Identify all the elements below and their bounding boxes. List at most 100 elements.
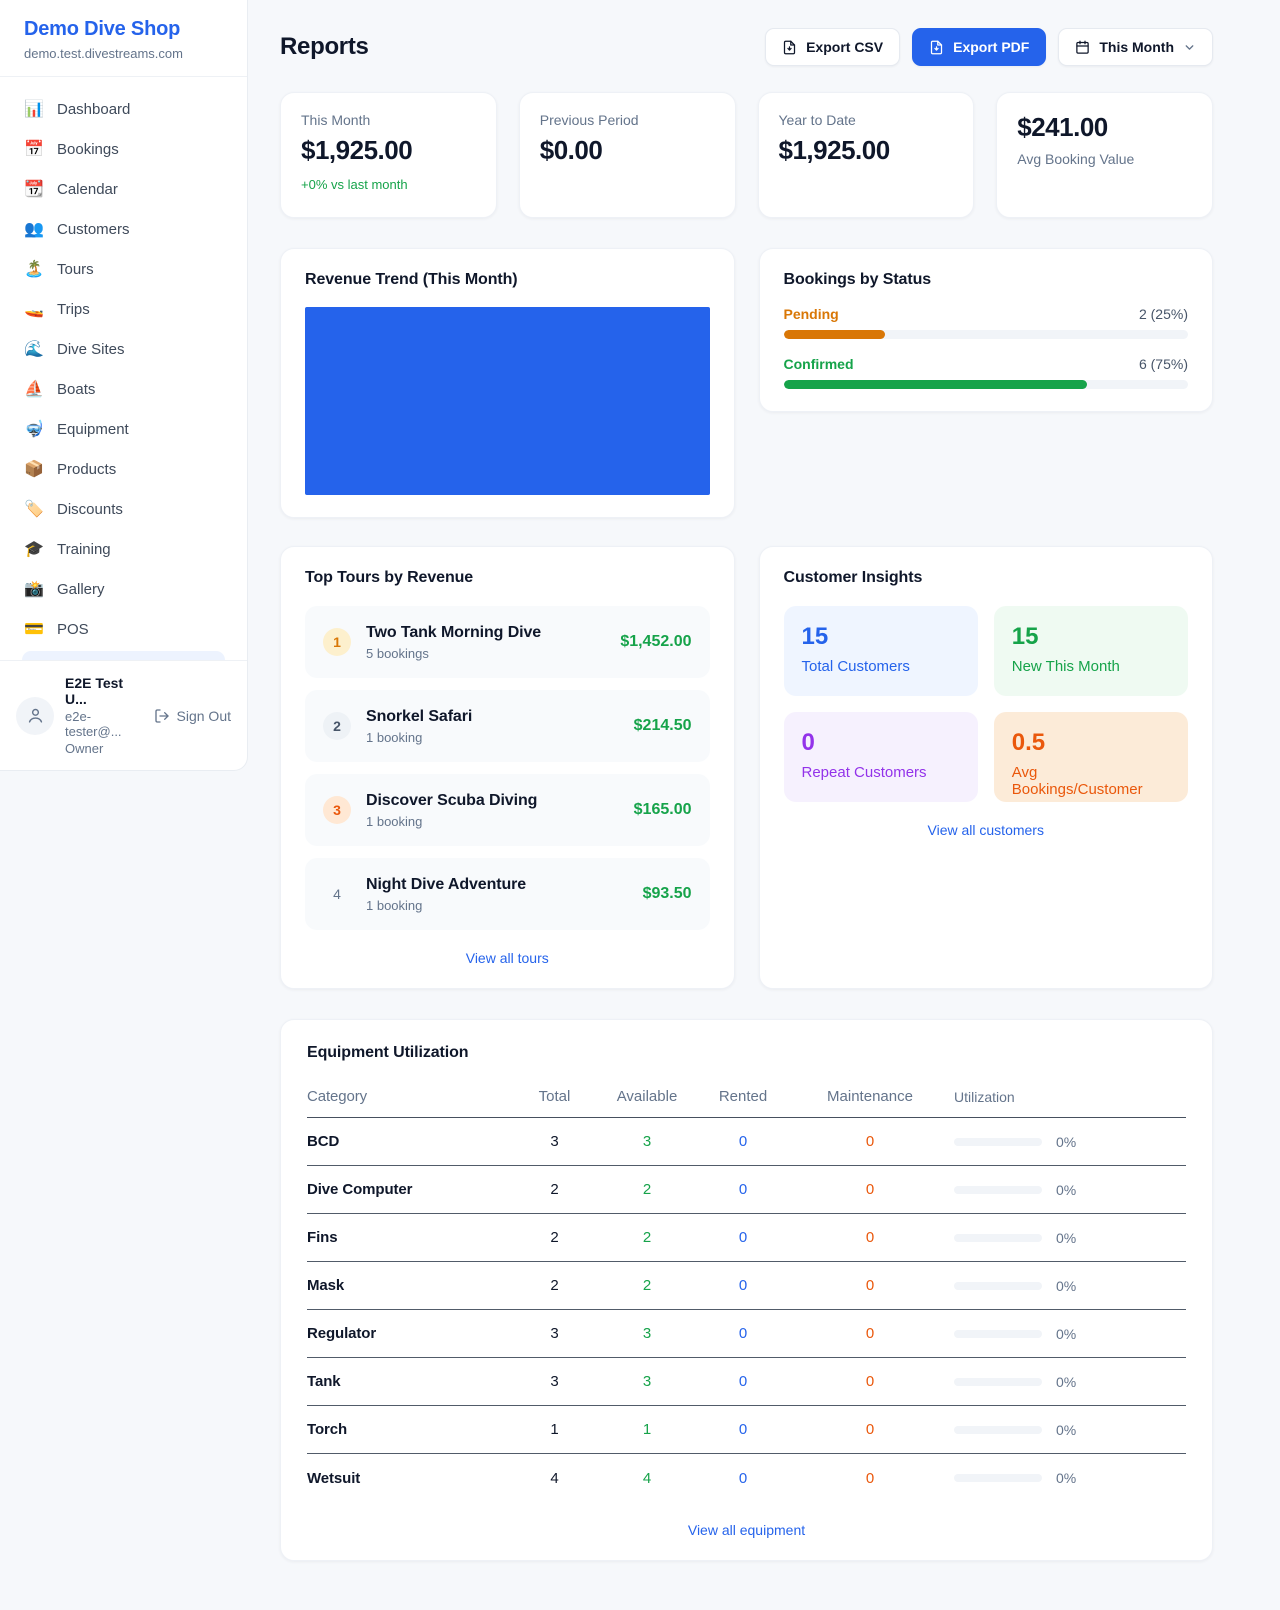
dive-sites-icon: 🌊 xyxy=(24,341,44,358)
sidebar-item-trips[interactable]: 🚤 Trips xyxy=(12,289,235,329)
equipment-utilization-title: Equipment Utilization xyxy=(307,1044,469,1061)
cell-maintenance: 0 xyxy=(865,1373,875,1390)
sidebar-item-label: Trips xyxy=(57,300,90,318)
export-pdf-button[interactable]: Export PDF xyxy=(912,28,1047,66)
pos-icon: 💳 xyxy=(24,621,44,638)
sidebar-user-section: E2E Test U... e2e-tester@... Owner Sign … xyxy=(0,660,247,770)
charts-row: Revenue Trend (This Month) Bookings by S… xyxy=(280,248,1213,518)
progress-fill xyxy=(783,330,885,339)
view-all-equipment-link[interactable]: View all equipment xyxy=(687,1522,806,1538)
view-all-tours-link[interactable]: View all tours xyxy=(465,950,549,966)
stat-label: Previous Period xyxy=(539,112,639,128)
stat-value: $241.00 xyxy=(1017,112,1108,142)
sidebar-item-gallery[interactable]: 📸 Gallery xyxy=(12,569,235,609)
tour-revenue: $1,452.00 xyxy=(620,633,692,650)
sidebar-item-calendar[interactable]: 📆 Calendar xyxy=(12,169,235,209)
cell-utilization: 0% xyxy=(946,1422,1186,1438)
table-row: Wetsuit 4 4 0 0 0% xyxy=(307,1454,1186,1502)
stat-card-this-month: This Month $1,925.00 +0% vs last month xyxy=(280,92,497,218)
revenue-trend-panel: Revenue Trend (This Month) xyxy=(280,248,735,518)
sidebar-item-discounts[interactable]: 🏷️ Discounts xyxy=(12,489,235,529)
brand[interactable]: Demo Dive Shop demo.test.divestreams.com xyxy=(0,0,247,77)
cell-available: 2 xyxy=(642,1277,652,1294)
tour-revenue: $165.00 xyxy=(633,801,692,818)
status-label: Confirmed xyxy=(783,356,854,372)
boats-icon: ⛵ xyxy=(24,381,44,398)
sidebar-item-label: Boats xyxy=(57,380,96,398)
products-icon: 📦 xyxy=(24,461,44,478)
sidebar-item-label: Products xyxy=(57,460,117,478)
cell-rented: 0 xyxy=(738,1325,748,1342)
logout-icon xyxy=(154,708,169,723)
insight-card-repeat-customers: 0 Repeat Customers xyxy=(783,712,978,802)
customers-icon: 👥 xyxy=(24,221,44,238)
sidebar-item-dashboard[interactable]: 📊 Dashboard xyxy=(12,89,235,129)
sidebar-item-dive-sites[interactable]: 🌊 Dive Sites xyxy=(12,329,235,369)
view-all-customers-link[interactable]: View all customers xyxy=(927,822,1044,838)
insight-card-new-this-month: 15 New This Month xyxy=(993,606,1188,696)
sidebar-item-boats[interactable]: ⛵ Boats xyxy=(12,369,235,409)
sidebar-item-label: Gallery xyxy=(57,580,105,598)
cell-total: 3 xyxy=(550,1373,559,1390)
cell-maintenance: 0 xyxy=(865,1469,875,1487)
col-header-available: Available xyxy=(616,1088,678,1105)
sidebar-item-tours[interactable]: 🏝️ Tours xyxy=(12,249,235,289)
insights-row: Top Tours by Revenue 1 Two Tank Morning … xyxy=(280,546,1213,989)
header-actions: Export CSV Export PDF This Month xyxy=(765,28,1213,66)
sidebar-item-customers[interactable]: 👥 Customers xyxy=(12,209,235,249)
cell-utilization: 0% xyxy=(946,1134,1186,1150)
stat-label: This Month xyxy=(301,112,371,128)
cell-available: 3 xyxy=(642,1325,652,1342)
tour-list-item: 4 Night Dive Adventure 1 booking $93.50 xyxy=(305,858,710,930)
insight-value: 15 xyxy=(1011,623,1039,650)
col-header-category: Category xyxy=(307,1088,368,1105)
sidebar-item-reports-active-partial[interactable] xyxy=(22,651,225,660)
cell-available: 3 xyxy=(642,1373,652,1390)
cell-total: 2 xyxy=(550,1181,559,1198)
cell-rented: 0 xyxy=(738,1133,748,1150)
cell-available: 1 xyxy=(642,1421,652,1438)
export-csv-label: Export CSV xyxy=(806,39,884,55)
tour-list-item: 1 Two Tank Morning Dive 5 bookings $1,45… xyxy=(305,606,710,678)
insight-value: 0.5 xyxy=(1011,729,1046,756)
sidebar-item-bookings[interactable]: 📅 Bookings xyxy=(12,129,235,169)
cell-category: Mask xyxy=(307,1277,345,1294)
user-email: e2e-tester@... xyxy=(65,709,122,739)
sidebar-item-label: Training xyxy=(57,540,111,558)
table-row: Regulator 3 3 0 0 0% xyxy=(307,1310,1186,1358)
stat-card-year-to-date: Year to Date $1,925.00 xyxy=(757,92,975,218)
export-csv-button[interactable]: Export CSV xyxy=(765,28,901,66)
cell-available: 4 xyxy=(642,1469,652,1487)
cell-rented: 0 xyxy=(738,1373,748,1390)
stat-label: Year to Date xyxy=(778,112,856,128)
rank-badge: 2 xyxy=(323,712,351,740)
tour-bookings: 1 booking xyxy=(366,729,423,745)
cell-utilization: 0% xyxy=(946,1230,1186,1246)
progress-fill xyxy=(783,380,1087,389)
insight-label: Repeat Customers xyxy=(801,764,927,781)
tour-name: Two Tank Morning Dive xyxy=(366,623,542,641)
customer-insights-title: Customer Insights xyxy=(783,569,923,586)
period-dropdown[interactable]: This Month xyxy=(1058,28,1213,66)
progress-track xyxy=(783,330,1188,339)
status-label: Pending xyxy=(783,306,839,322)
sidebar-item-equipment[interactable]: 🤿 Equipment xyxy=(12,409,235,449)
cell-category: Regulator xyxy=(307,1325,377,1342)
tour-bookings: 1 booking xyxy=(366,813,423,829)
sidebar-item-label: Customers xyxy=(57,220,130,238)
cell-total: 3 xyxy=(550,1325,559,1342)
customer-insights-panel: Customer Insights 15 Total Customers 15 … xyxy=(758,546,1213,989)
sign-out-button[interactable]: Sign Out xyxy=(154,708,231,724)
revenue-trend-title: Revenue Trend (This Month) xyxy=(305,271,518,288)
cell-maintenance: 0 xyxy=(865,1229,875,1246)
avatar xyxy=(16,696,54,735)
sidebar-item-label: Equipment xyxy=(57,420,129,438)
calendar-icon: 📆 xyxy=(24,181,44,198)
sidebar-item-products[interactable]: 📦 Products xyxy=(12,449,235,489)
stat-card-previous-period: Previous Period $0.00 xyxy=(518,92,736,218)
cell-total: 2 xyxy=(550,1229,559,1246)
sidebar-item-training[interactable]: 🎓 Training xyxy=(12,529,235,569)
brand-name[interactable]: Demo Dive Shop xyxy=(24,18,181,40)
calendar-icon xyxy=(1076,40,1090,54)
sidebar-item-pos[interactable]: 💳 POS xyxy=(12,609,235,649)
